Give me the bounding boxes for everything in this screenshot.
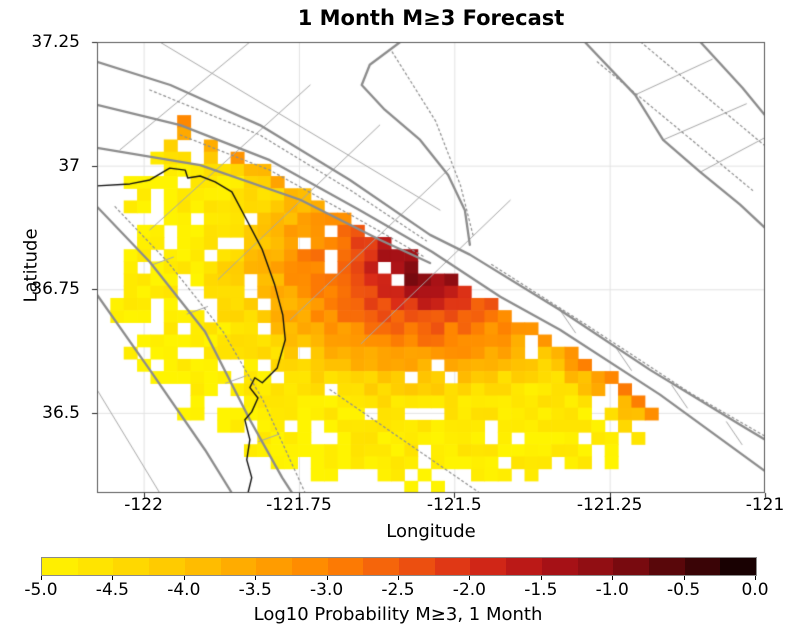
colorbar-segment <box>77 558 114 575</box>
colorbar-tick <box>112 576 113 580</box>
colorbar-segment <box>577 558 614 575</box>
colorbar-segment <box>184 558 221 575</box>
x-tick-label: -121.5 <box>426 495 482 515</box>
colorbar-segment <box>470 558 507 575</box>
colorbar-tick-label: -4.5 <box>95 580 129 600</box>
colorbar-segment <box>613 558 649 575</box>
colorbar-segment <box>506 558 542 575</box>
x-tick-label: -121.25 <box>576 495 643 515</box>
colorbar-tick-label: -0.5 <box>667 580 701 600</box>
x-tick-label: -121 <box>745 495 785 515</box>
colorbar-segment <box>541 558 578 575</box>
colorbar <box>41 557 757 576</box>
colorbar-segment <box>399 558 435 575</box>
colorbar-label: Log10 Probability M≥3, 1 Month <box>253 604 543 625</box>
colorbar-segment <box>149 558 185 575</box>
colorbar-tick <box>612 576 613 580</box>
colorbar-tick-label: -1.0 <box>595 580 629 600</box>
colorbar-segment <box>113 558 150 575</box>
chart-title: 1 Month M≥3 Forecast <box>297 6 565 30</box>
colorbar-tick <box>327 576 328 580</box>
colorbar-segment <box>291 558 328 575</box>
colorbar-tick-label: -2.0 <box>452 580 486 600</box>
colorbar-segment <box>648 558 685 575</box>
colorbar-tick <box>255 576 256 580</box>
y-tick-label: 36.75 <box>31 279 80 300</box>
colorbar-tick <box>398 576 399 580</box>
colorbar-tick <box>684 576 685 580</box>
colorbar-segment <box>363 558 400 575</box>
colorbar-segment <box>720 558 757 575</box>
colorbar-tick <box>184 576 185 580</box>
x-tick-label: -121.75 <box>266 495 332 515</box>
colorbar-tick-label: -5.0 <box>24 580 58 600</box>
colorbar-segment <box>684 558 721 575</box>
colorbar-tick-label: -1.5 <box>524 580 558 600</box>
y-tick-label: 37.25 <box>31 32 80 52</box>
colorbar-segment <box>42 558 78 575</box>
colorbar-segment <box>220 558 257 575</box>
colorbar-tick-label: 0.0 <box>741 580 769 600</box>
y-tick-label: 37 <box>58 155 80 176</box>
x-tick-label: -122 <box>124 495 163 515</box>
colorbar-tick-label: -4.0 <box>167 580 201 600</box>
colorbar-tick <box>755 576 756 580</box>
colorbar-tick <box>541 576 542 580</box>
colorbar-segment <box>256 558 292 575</box>
colorbar-tick <box>469 576 470 580</box>
y-tick-label: 36.5 <box>42 402 80 423</box>
colorbar-segment <box>434 558 471 575</box>
colorbar-segment <box>327 558 364 575</box>
x-axis-label: Longitude <box>386 521 476 542</box>
colorbar-tick <box>41 576 42 580</box>
colorbar-tick-label: -2.5 <box>381 580 415 600</box>
colorbar-tick-label: -3.0 <box>310 580 344 600</box>
colorbar-tick-label: -3.5 <box>238 580 272 600</box>
